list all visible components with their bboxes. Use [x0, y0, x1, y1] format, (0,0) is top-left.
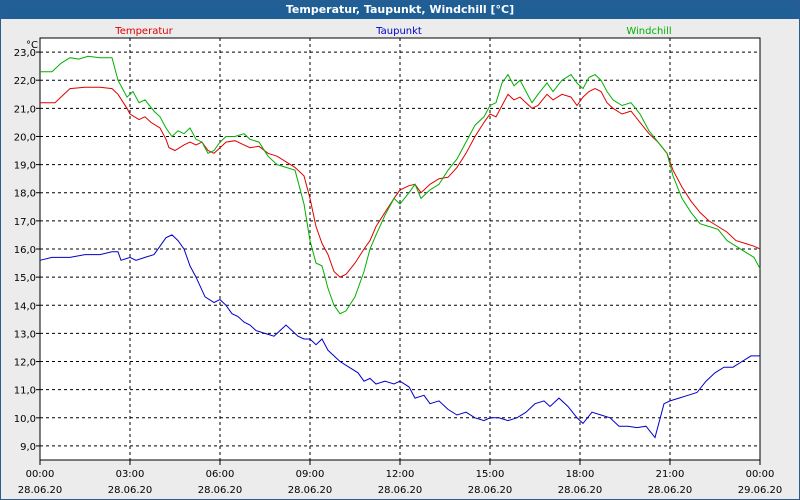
series-line-temperatur [40, 86, 761, 278]
x-tick-date: 29.06.20 [738, 485, 783, 496]
x-tick-date: 28.06.20 [468, 485, 513, 496]
x-tick-time: 12:00 [386, 469, 415, 480]
y-tick-label: 13,0 [14, 329, 36, 340]
y-tick-label: 20,0 [14, 132, 36, 143]
legend-taupunkt: Taupunkt [375, 26, 422, 37]
x-tick-date: 28.06.20 [648, 485, 693, 496]
y-tick-label: 17,0 [14, 217, 36, 228]
series-line-taupunkt [39, 234, 760, 439]
y-axis-label: °C [26, 40, 38, 51]
legend-temperatur: Temperatur [114, 26, 173, 37]
x-tick-date: 28.06.20 [558, 485, 603, 496]
y-tick-label: 10,0 [14, 414, 36, 425]
y-tick-label: 16,0 [14, 245, 36, 256]
x-tick-time: 18:00 [566, 469, 595, 480]
x-tick-time: 06:00 [206, 469, 235, 480]
x-tick-date: 28.06.20 [288, 485, 333, 496]
x-tick-time: 00:00 [26, 469, 55, 480]
x-tick-time: 15:00 [476, 469, 505, 480]
chart-title: Temperatur, Taupunkt, Windchill [°C] [285, 3, 515, 16]
y-tick-label: 12,0 [14, 358, 36, 369]
x-tick-time: 03:00 [116, 469, 145, 480]
y-tick-label: 18,0 [14, 189, 36, 200]
y-tick-label: 11,0 [14, 386, 36, 397]
y-tick-label: 9,0 [20, 442, 36, 453]
x-tick-date: 28.06.20 [198, 485, 243, 496]
y-tick-label: 19,0 [14, 161, 36, 172]
x-tick-time: 09:00 [296, 469, 325, 480]
x-tick-date: 28.06.20 [108, 485, 153, 496]
title-bar: Temperatur, Taupunkt, Windchill [°C] [1, 1, 799, 19]
y-tick-label: 23,0 [14, 48, 36, 59]
y-tick-label: 14,0 [14, 301, 36, 312]
x-tick-date: 28.06.20 [378, 485, 423, 496]
x-tick-time: 00:00 [746, 469, 775, 480]
series-line-windchill [40, 55, 761, 315]
x-tick-time: 21:00 [656, 469, 685, 480]
y-tick-label: 22,0 [14, 76, 36, 87]
y-tick-label: 21,0 [14, 104, 36, 115]
y-tick-label: 15,0 [14, 273, 36, 284]
x-tick-date: 28.06.20 [18, 485, 63, 496]
legend-windchill: Windchill [626, 26, 671, 37]
